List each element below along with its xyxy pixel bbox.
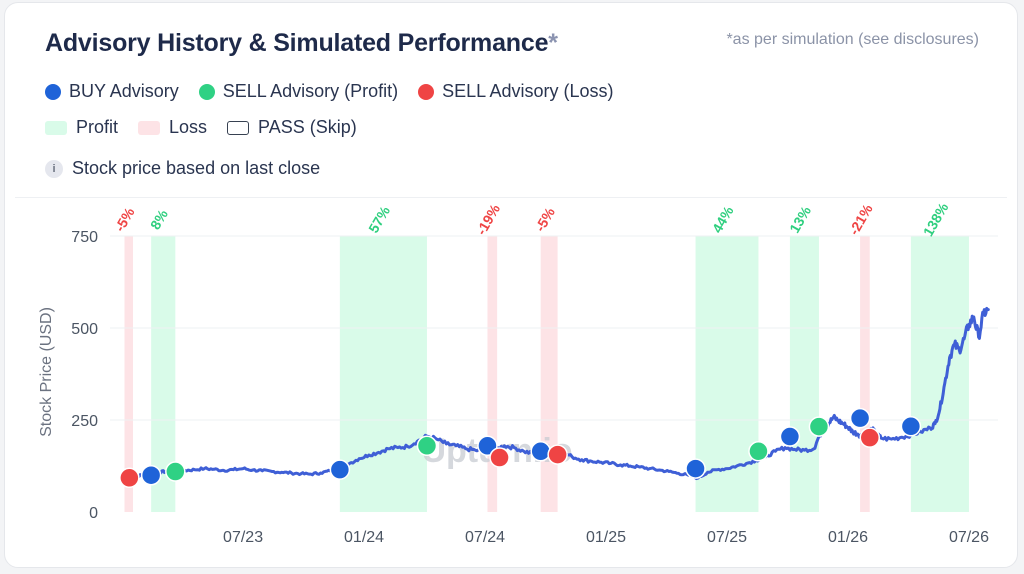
band-profit-2: [339, 236, 427, 512]
x-tick-label-07/23: 07/23: [223, 529, 263, 546]
marker-buy-9: [685, 458, 706, 479]
band-loss-4: [540, 236, 558, 512]
legend-profit[interactable]: Profit: [45, 117, 118, 138]
band-label-6: 13%: [786, 203, 814, 236]
band-loss-7: [860, 236, 870, 512]
y-tick-label-0: 0: [89, 505, 98, 522]
marker-buy-7: [530, 441, 551, 462]
legend-loss[interactable]: Loss: [138, 117, 207, 138]
simulation-note: *as per simulation (see disclosures): [726, 31, 979, 48]
band-label-5: 44%: [709, 203, 737, 236]
legend-buy[interactable]: BUY Advisory: [45, 81, 179, 102]
x-tick-label-01/25: 01/25: [586, 529, 626, 546]
band-profit-8: [910, 236, 969, 512]
y-axis-label: Stock Price (USD): [38, 307, 55, 437]
marker-buy-1: [140, 464, 162, 486]
legend-sell-loss[interactable]: SELL Advisory (Loss): [418, 81, 614, 102]
band-loss-3: [487, 236, 498, 512]
band-label-3: -19%: [473, 201, 503, 238]
legend-buy-label: BUY Advisory: [69, 81, 179, 101]
loss-swatch-icon: [138, 120, 161, 135]
markers-layer: [119, 407, 922, 489]
y-tick-label-500: 500: [71, 321, 98, 338]
band-label-7: -21%: [845, 201, 875, 238]
marker-buy-11: [779, 426, 801, 447]
band-label-4: -5%: [532, 204, 559, 234]
title-asterisk: *: [548, 29, 558, 57]
marker-sell_profit-4: [416, 435, 438, 457]
axes-layer: 0 250 500 750 07/23 01/24 07/24 01/25 07/25 01/26…: [71, 229, 989, 546]
legend-loss-label: Loss: [169, 117, 208, 137]
sell-profit-dot-icon: [198, 83, 215, 100]
price-line: [127, 306, 990, 481]
line-layer: [127, 306, 990, 481]
divider: [15, 197, 1007, 198]
marker-sell_loss-6: [489, 447, 510, 468]
marker-buy-13: [849, 407, 871, 429]
marker-sell_loss-14: [859, 427, 881, 448]
info-icon[interactable]: i: [45, 159, 63, 178]
legend-pass-label: PASS (Skip): [258, 117, 357, 137]
pass-swatch-icon: [227, 120, 250, 135]
band-profit-6: [789, 236, 819, 512]
band-label-0: -5%: [111, 204, 138, 234]
band-label-1: 8%: [147, 206, 171, 232]
marker-sell_loss-0: [119, 467, 140, 489]
x-tick-label-07/25: 07/25: [707, 529, 747, 546]
chart-title: Advisory History & Simulated Performance…: [45, 29, 558, 58]
legend-profit-label: Profit: [76, 117, 119, 137]
band-profit-5: [695, 236, 759, 512]
y-tick-label-250: 250: [71, 413, 98, 430]
info-text: Stock price based on last close: [72, 158, 321, 178]
legend-sell-profit[interactable]: SELL Advisory (Profit): [198, 81, 399, 102]
chart-title-text: Advisory History & Simulated Performance: [45, 29, 549, 57]
legend-pass[interactable]: PASS (Skip): [227, 117, 357, 138]
legend-markers: BUY Advisory SELL Advisory (Profit) SELL…: [45, 81, 634, 102]
band-loss-0: [124, 236, 133, 512]
x-tick-label-01/26: 01/26: [828, 529, 868, 546]
buy-dot-icon: [45, 83, 61, 100]
legend-sell-profit-label: SELL Advisory (Profit): [222, 81, 399, 101]
marker-sell_profit-2: [165, 461, 186, 482]
marker-buy-15: [900, 416, 922, 437]
info-row: i Stock price based on last close: [45, 158, 320, 179]
marker-buy-3: [329, 459, 351, 480]
marker-sell_profit-12: [808, 416, 830, 437]
band-label-2: 57%: [365, 203, 393, 236]
band-label-8: 138%: [920, 200, 952, 239]
profit-swatch-icon: [45, 120, 67, 135]
marker-sell_loss-8: [547, 444, 568, 465]
legend-sell-loss-label: SELL Advisory (Loss): [442, 81, 614, 101]
x-tick-label-07/24: 07/24: [465, 529, 505, 546]
band-labels-layer: -5% 8% 57% -19% -5% 44% 13% -21% 138%: [111, 200, 951, 239]
x-tick-label-07/26: 07/26: [949, 529, 989, 546]
legend-bands: Profit Loss PASS (Skip): [45, 117, 377, 138]
marker-sell_profit-10: [748, 441, 769, 462]
sell-loss-dot-icon: [418, 83, 435, 100]
x-tick-label-01/24: 01/24: [344, 529, 384, 546]
y-tick-label-750: 750: [71, 229, 98, 246]
